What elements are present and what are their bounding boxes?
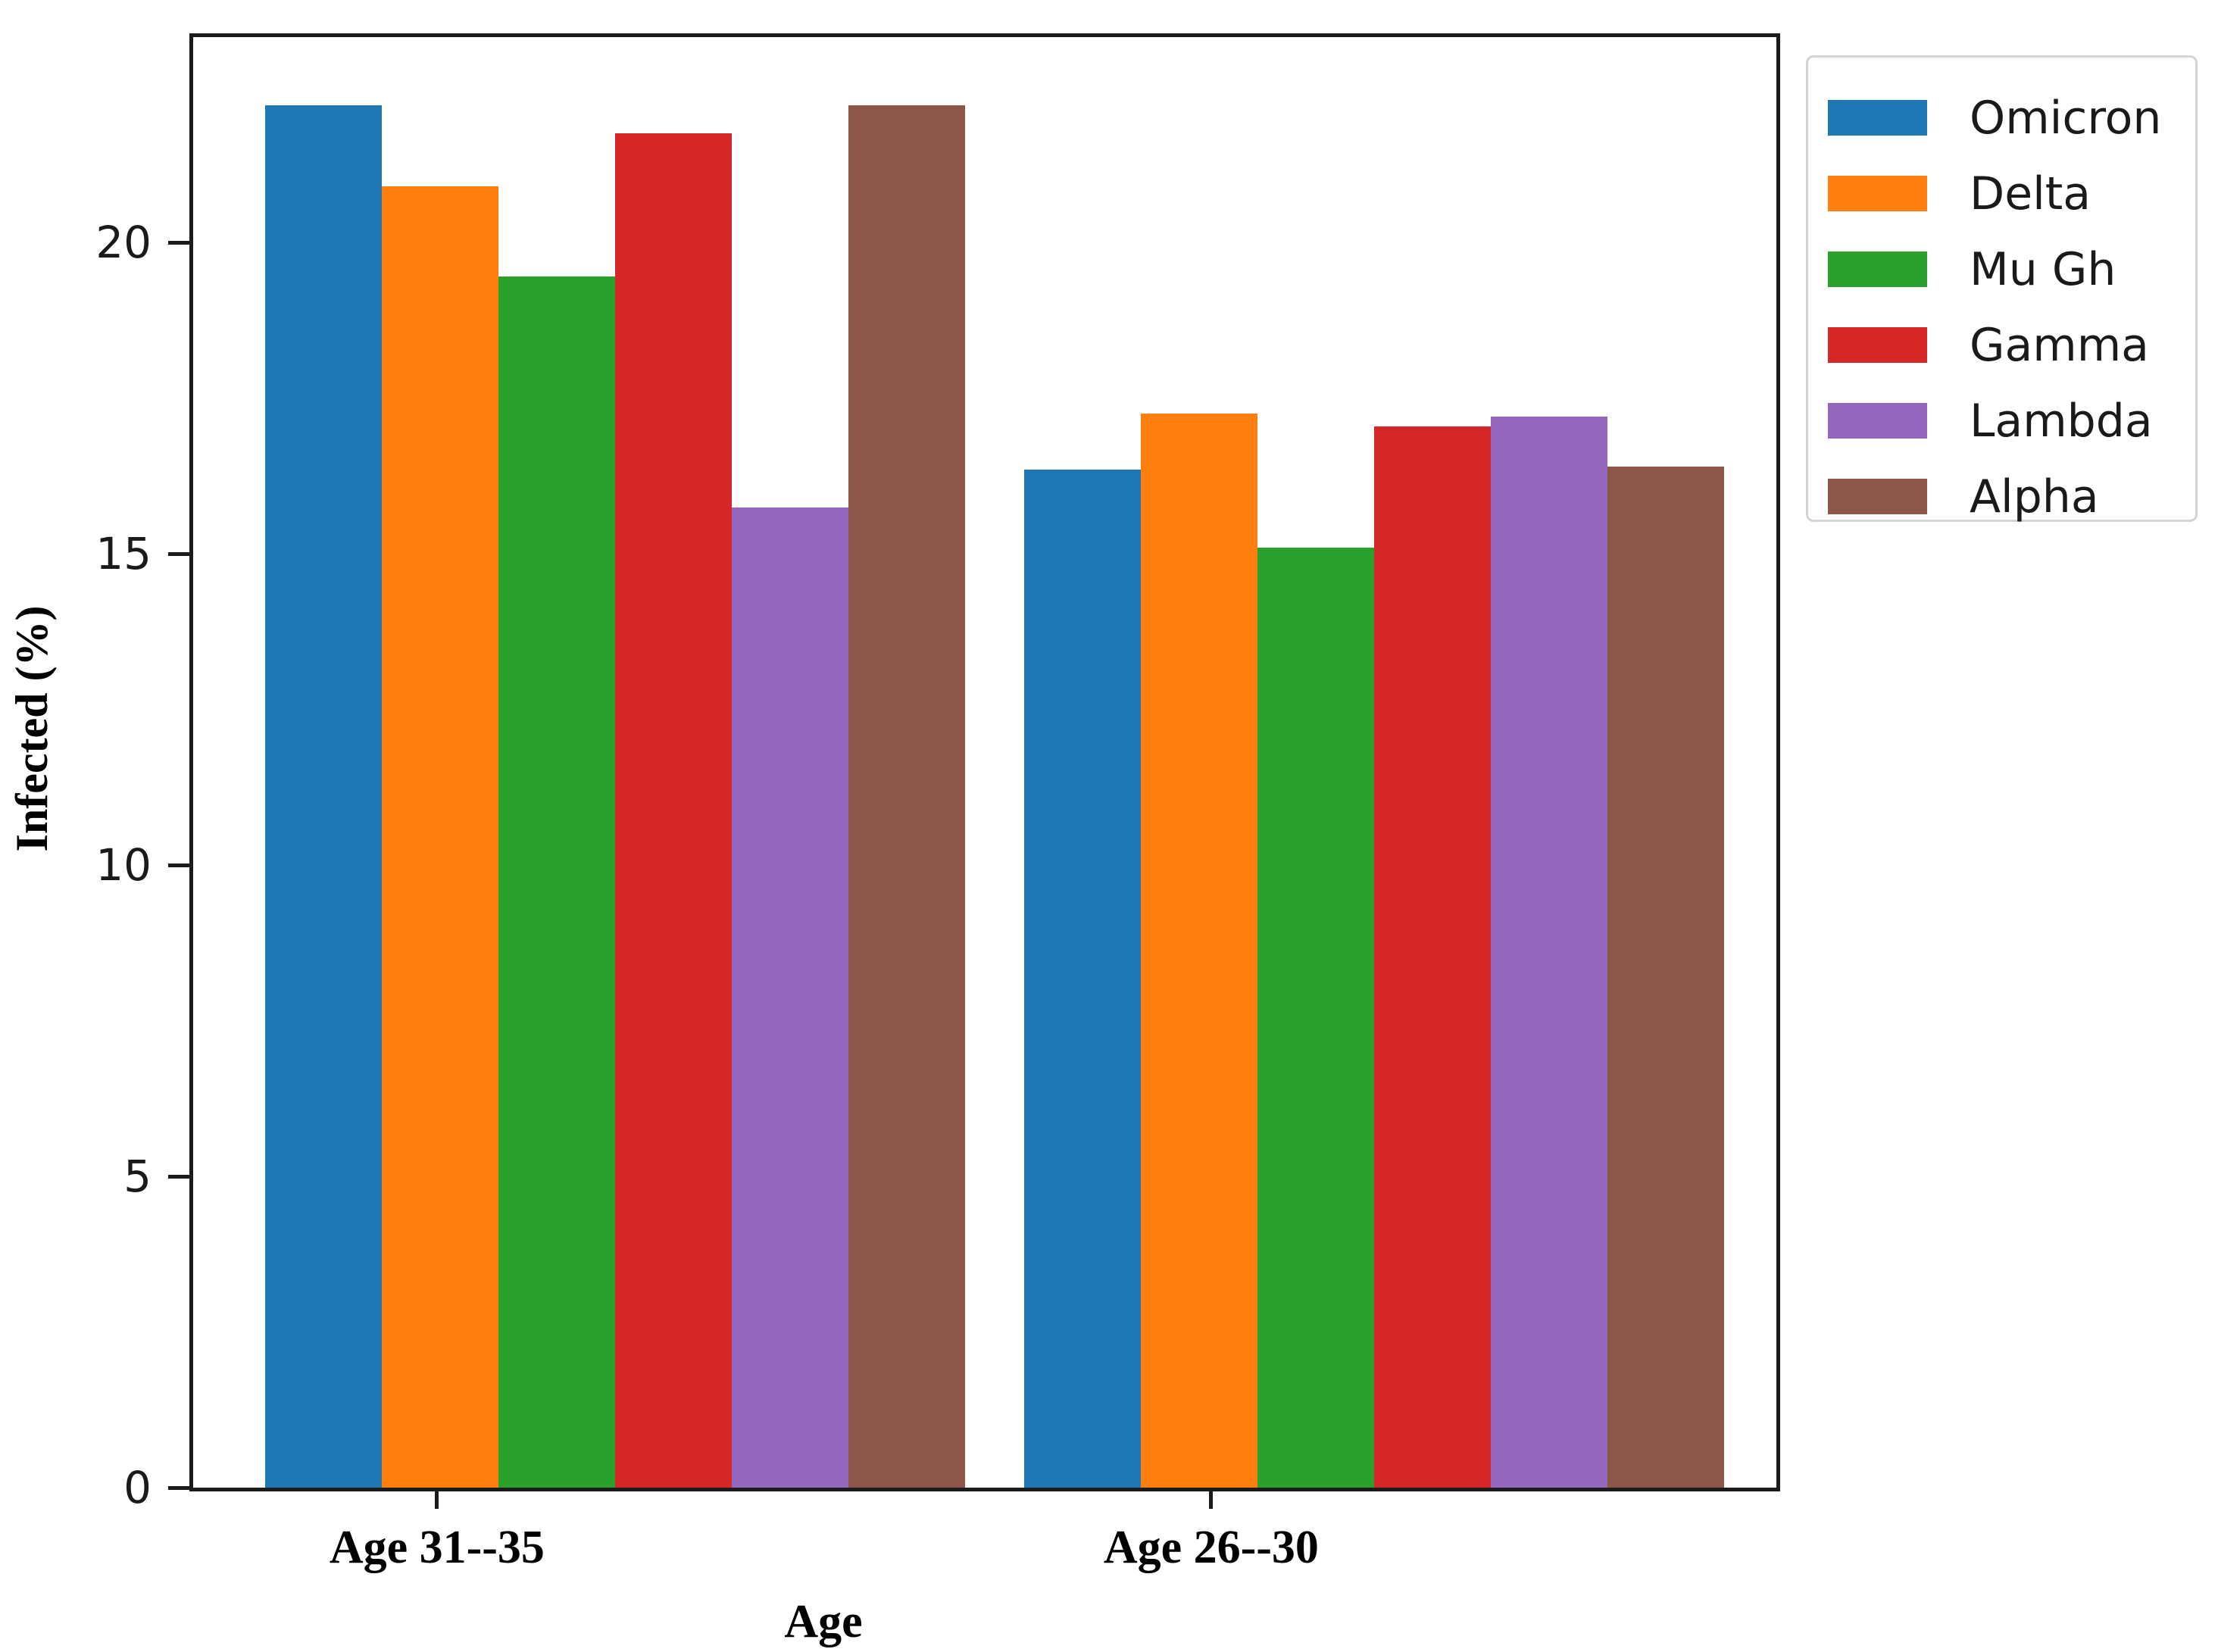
legend-item-mu-gh: Mu Gh xyxy=(1808,229,2195,304)
plot-area xyxy=(189,33,1780,1491)
y-axis-title: Infected (%) xyxy=(7,605,57,852)
y-tick-5 xyxy=(168,1174,189,1179)
legend-swatch-mu-gh xyxy=(1828,251,1927,287)
bar-alpha-age-26-30 xyxy=(1607,467,1725,1488)
x-tick-label-age-31-35: Age 31--35 xyxy=(329,1522,545,1573)
bar-omicron-age-26-30 xyxy=(1024,470,1142,1488)
bar-alpha-age-31-35 xyxy=(848,105,966,1488)
y-tick-label-0: 0 xyxy=(123,1462,152,1513)
bar-delta-age-31-35 xyxy=(382,186,499,1488)
legend-swatch-lambda xyxy=(1828,403,1927,439)
legend-item-gamma: Gamma xyxy=(1808,304,2195,380)
legend-swatch-delta xyxy=(1828,176,1927,211)
legend-swatch-alpha xyxy=(1828,479,1927,514)
x-tick-age-31-35 xyxy=(435,1488,439,1509)
legend-label-omicron: Omicron xyxy=(1970,92,2162,145)
legend-label-alpha: Alpha xyxy=(1970,470,2099,523)
legend: Omicron Delta Mu Gh Gamma Lambda Alpha xyxy=(1806,55,2198,522)
x-tick-label-age-26-30: Age 26--30 xyxy=(1103,1522,1319,1573)
bar-lambda-age-31-35 xyxy=(732,507,849,1488)
legend-label-mu-gh: Mu Gh xyxy=(1970,243,2116,296)
bar-omicron-age-31-35 xyxy=(265,105,383,1488)
y-tick-10 xyxy=(168,863,189,867)
bar-mu-gh-age-26-30 xyxy=(1257,547,1375,1488)
legend-label-gamma: Gamma xyxy=(1970,319,2149,372)
bar-gamma-age-31-35 xyxy=(615,133,733,1488)
legend-swatch-gamma xyxy=(1828,327,1927,363)
legend-label-lambda: Lambda xyxy=(1970,395,2153,448)
legend-swatch-omicron xyxy=(1828,100,1927,136)
x-tick-age-26-30 xyxy=(1209,1488,1214,1509)
y-tick-label-5: 5 xyxy=(123,1151,152,1203)
y-tick-label-20: 20 xyxy=(95,217,152,269)
legend-item-lambda: Lambda xyxy=(1808,380,2195,456)
y-tick-label-15: 15 xyxy=(95,528,152,580)
legend-item-omicron: Omicron xyxy=(1808,77,2195,153)
y-tick-0 xyxy=(168,1485,189,1490)
bar-mu-gh-age-31-35 xyxy=(498,276,616,1488)
legend-item-delta: Delta xyxy=(1808,153,2195,229)
y-tick-label-10: 10 xyxy=(95,839,152,892)
legend-item-alpha: Alpha xyxy=(1808,456,2195,532)
bar-lambda-age-26-30 xyxy=(1491,417,1608,1488)
legend-label-delta: Delta xyxy=(1970,167,2091,220)
bar-gamma-age-26-30 xyxy=(1374,426,1492,1488)
x-axis-title: Age xyxy=(784,1596,863,1647)
y-tick-20 xyxy=(168,240,189,245)
bar-delta-age-26-30 xyxy=(1141,414,1258,1488)
y-tick-15 xyxy=(168,551,189,556)
